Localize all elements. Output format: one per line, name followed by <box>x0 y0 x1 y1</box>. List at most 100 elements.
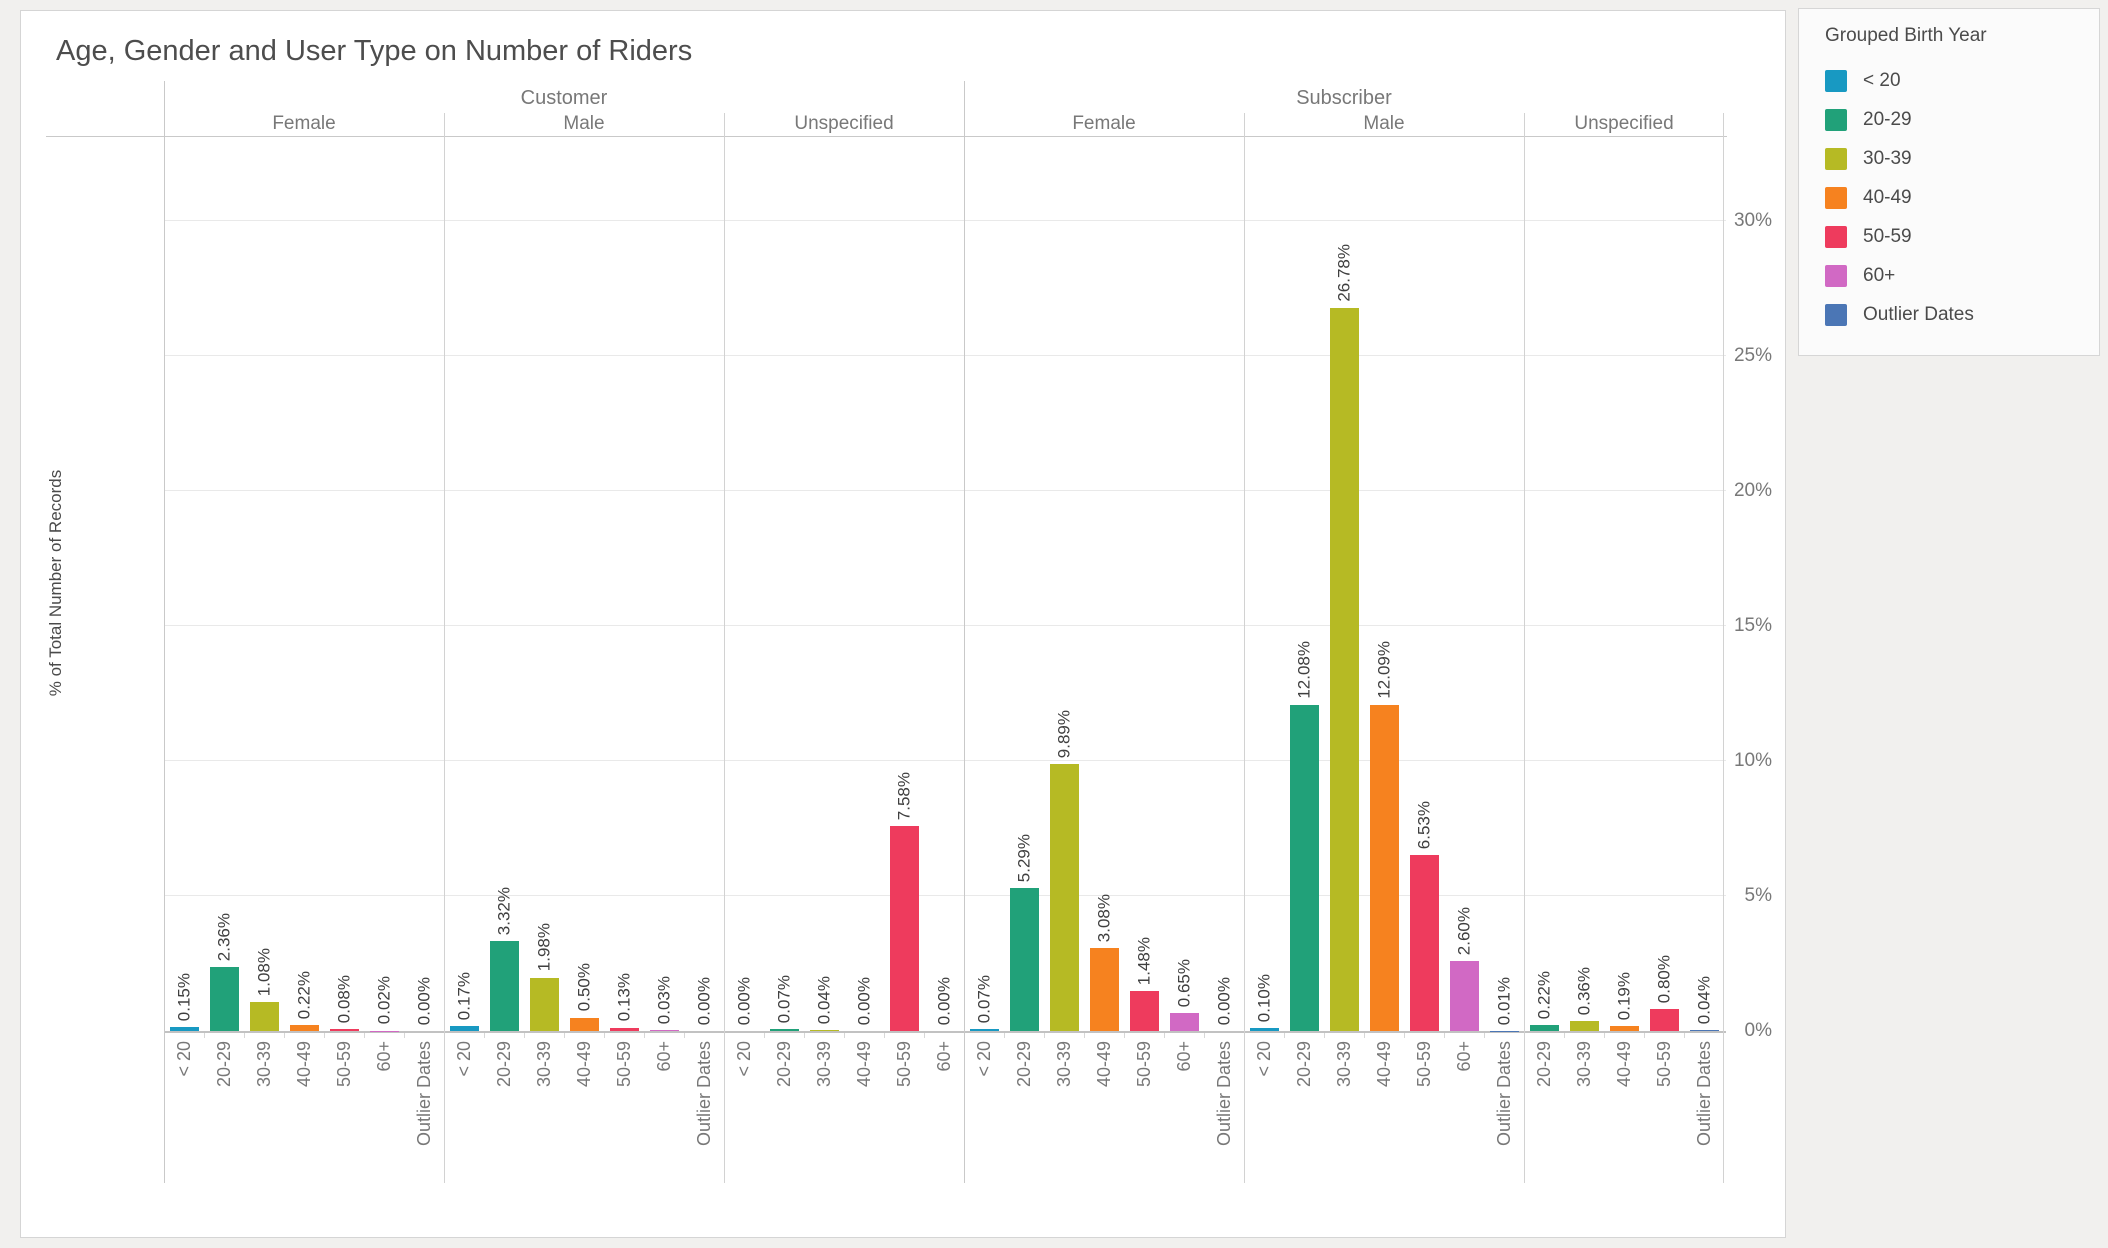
x-tick-label-30-39: 30-39 <box>254 1041 274 1088</box>
panel-subscriber-unspecified: 0.22% 0.36% 0.19% 0.80% 0.04% <box>1524 136 1724 1031</box>
bar-subscriber-unspecified-20-29[interactable] <box>1529 1025 1559 1031</box>
bar-value-label: 0.80% <box>1654 955 1674 1004</box>
panel-divider <box>1723 113 1724 1183</box>
bar-value-label: 0.22% <box>294 970 314 1020</box>
legend-item-label: 30-39 <box>1863 147 1912 169</box>
bar-value-label: 0.10% <box>1254 974 1274 1023</box>
bar-subscriber-male-20-29[interactable] <box>1289 704 1319 1031</box>
bar-subscriber-female-30-39[interactable] <box>1049 764 1079 1031</box>
bar-subscriber-male-60[interactable] <box>1449 960 1479 1031</box>
legend-item-outlier-dates[interactable]: Outlier Dates <box>1799 295 2099 334</box>
bar-subscriber-unspecified-50-59[interactable] <box>1649 1009 1679 1031</box>
x-tick-label-20-29: 20-29 <box>1534 1041 1554 1088</box>
panel-customer-female: 0.15% 2.36% 1.08% 0.22% 0.08% 0.02% 0.00% <box>164 136 444 1031</box>
bar-customer-male-40-49[interactable] <box>569 1017 599 1031</box>
legend-swatch-outlier-dates <box>1825 303 1847 326</box>
x-tick-label-40-49: 40-49 <box>1374 1041 1394 1088</box>
x-tick-label-outlier-dates: Outlier Dates <box>1494 1041 1514 1147</box>
legend-swatch-40-49 <box>1825 186 1847 209</box>
legend-item-label: Outlier Dates <box>1863 303 1974 325</box>
bar-subscriber-female-40-49[interactable] <box>1089 947 1119 1031</box>
bar-subscriber-female-50-59[interactable] <box>1129 991 1159 1031</box>
bar-customer-female-20-29[interactable] <box>209 967 239 1031</box>
gridline-10pct <box>164 760 1726 761</box>
header-underline <box>46 136 1727 137</box>
bar-customer-unspecified-20-29[interactable] <box>769 1029 799 1031</box>
x-tick-label-20-29: 20-29 <box>214 1041 234 1088</box>
x-axis-labels-area: < 20 20-29 30-39 40-49 50-59 60+ Outlier Dates… <box>164 1033 1726 1238</box>
x-tick-label-20: < 20 <box>174 1041 194 1077</box>
axis-tick-mark <box>204 1033 205 1038</box>
bar-subscriber-unspecified-outlier-dates[interactable] <box>1689 1029 1719 1031</box>
bar-value-label: 0.22% <box>1534 970 1554 1020</box>
column-header-gender-subscriber-male: Male <box>1363 113 1405 134</box>
axis-tick-mark <box>1204 1033 1205 1038</box>
bar-value-label: 12.09% <box>1374 640 1394 699</box>
bar-customer-female-30-39[interactable] <box>249 1001 279 1031</box>
legend-swatch-60 <box>1825 264 1847 287</box>
bar-customer-male-50-59[interactable] <box>609 1027 639 1031</box>
axis-tick-mark <box>1604 1033 1605 1038</box>
x-tick-label-50-59: 50-59 <box>614 1041 634 1088</box>
bar-customer-male-60[interactable] <box>649 1030 679 1031</box>
legend-swatch-50-59 <box>1825 225 1847 248</box>
bar-value-label: 2.36% <box>214 913 234 962</box>
axis-tick-mark <box>1444 1033 1445 1038</box>
bar-customer-female-40-49[interactable] <box>289 1025 319 1031</box>
bar-value-label: 0.65% <box>1174 959 1194 1008</box>
bar-customer-female-50-59[interactable] <box>329 1028 359 1031</box>
panel-customer-male: 0.17% 3.32% 1.98% 0.50% 0.13% 0.03% 0.00% <box>444 136 724 1031</box>
panel-customer-unspecified: 0.00% 0.07% 0.04% 0.00% 7.58% 0.00% <box>724 136 964 1031</box>
axis-tick-mark <box>564 1033 565 1038</box>
legend-item-40-49[interactable]: 40-49 <box>1799 178 2099 217</box>
y-tick-label-0: 0% <box>1744 1020 1772 1041</box>
bar-value-label: 0.04% <box>1694 975 1714 1024</box>
x-labels-subscriber-female: < 20 20-29 30-39 40-49 50-59 60+ Outlier Dates <box>964 1033 1244 1238</box>
bar-customer-unspecified-30-39[interactable] <box>809 1029 839 1031</box>
axis-tick-mark <box>284 1033 285 1038</box>
column-header-gender-customer-unspecified: Unspecified <box>794 113 894 134</box>
x-tick-label-outlier-dates: Outlier Dates <box>414 1041 434 1147</box>
bar-customer-male-30-39[interactable] <box>529 977 559 1031</box>
legend-item-30-39[interactable]: 30-39 <box>1799 139 2099 178</box>
bar-subscriber-unspecified-40-49[interactable] <box>1609 1025 1639 1031</box>
legend-item-20[interactable]: < 20 <box>1799 61 2099 100</box>
x-tick-label-outlier-dates: Outlier Dates <box>694 1041 714 1147</box>
y-tick-label-15: 15% <box>1733 615 1772 636</box>
axis-tick-mark <box>1084 1033 1085 1038</box>
bar-subscriber-female-20[interactable] <box>969 1029 999 1031</box>
x-tick-label-30-39: 30-39 <box>1054 1041 1074 1088</box>
bar-customer-unspecified-50-59[interactable] <box>889 826 919 1031</box>
legend-item-50-59[interactable]: 50-59 <box>1799 217 2099 256</box>
x-tick-label-60: 60+ <box>934 1041 954 1072</box>
panel-divider <box>964 81 965 1183</box>
bar-subscriber-unspecified-30-39[interactable] <box>1569 1021 1599 1031</box>
x-tick-label-20: < 20 <box>1254 1041 1274 1077</box>
bar-subscriber-male-40-49[interactable] <box>1369 704 1399 1031</box>
bar-value-label: 0.00% <box>734 976 754 1025</box>
bar-subscriber-male-50-59[interactable] <box>1409 854 1439 1031</box>
bar-subscriber-male-30-39[interactable] <box>1329 307 1359 1031</box>
axis-tick-mark <box>924 1033 925 1038</box>
bar-customer-female-20[interactable] <box>169 1027 199 1031</box>
bar-value-label: 3.08% <box>1094 893 1114 942</box>
bar-customer-male-20[interactable] <box>449 1026 479 1031</box>
bar-value-label: 0.02% <box>374 976 394 1025</box>
gridline-30pct <box>164 220 1726 221</box>
bar-subscriber-male-20[interactable] <box>1249 1028 1279 1031</box>
axis-tick-mark <box>1484 1033 1485 1038</box>
bar-customer-female-60[interactable] <box>369 1030 399 1031</box>
bar-value-label: 0.17% <box>454 972 474 1021</box>
legend-item-60[interactable]: 60+ <box>1799 256 2099 295</box>
bar-value-label: 2.60% <box>1454 906 1474 955</box>
axis-tick-mark <box>764 1033 765 1038</box>
bar-subscriber-female-60[interactable] <box>1169 1013 1199 1031</box>
bar-subscriber-female-20-29[interactable] <box>1009 888 1039 1031</box>
legend-item-20-29[interactable]: 20-29 <box>1799 100 2099 139</box>
bar-value-label: 1.48% <box>1134 936 1154 986</box>
x-tick-label-30-39: 30-39 <box>1574 1041 1594 1088</box>
bar-customer-male-20-29[interactable] <box>489 941 519 1031</box>
x-tick-label-50-59: 50-59 <box>334 1041 354 1088</box>
axis-tick-mark <box>1564 1033 1565 1038</box>
column-header-usertype-customer: Customer <box>520 87 608 109</box>
